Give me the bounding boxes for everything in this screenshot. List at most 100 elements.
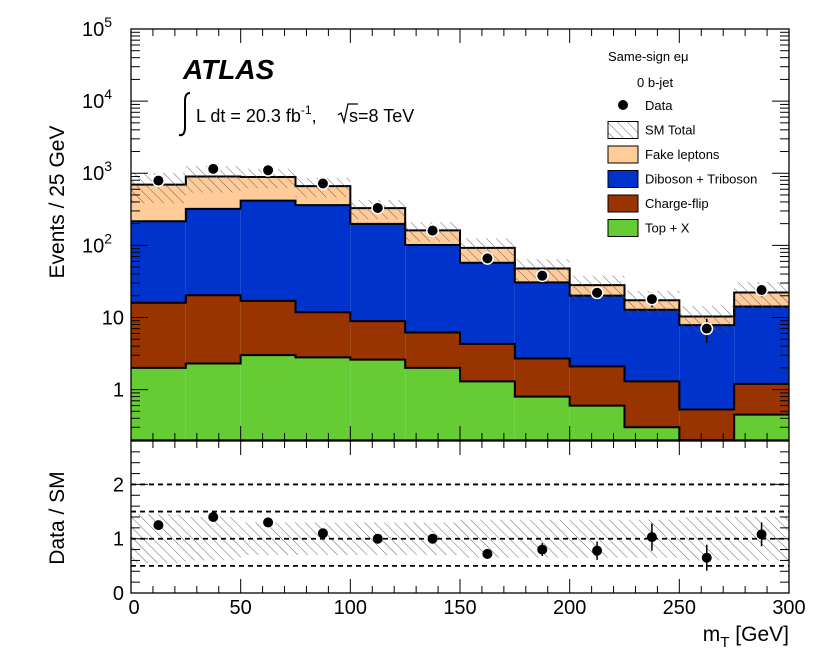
ratio-point xyxy=(482,548,493,559)
data-point xyxy=(592,287,603,298)
legend-label: SM Total xyxy=(645,123,695,138)
legend-swatch xyxy=(607,194,639,213)
data-point xyxy=(756,285,767,296)
data-point xyxy=(701,323,712,334)
bar-diboson-triboson xyxy=(350,223,406,322)
data-points xyxy=(151,162,769,344)
lumi-exponent: -1 xyxy=(301,103,312,117)
ratio-y-tick-label: 2 xyxy=(113,474,124,496)
bar-top-x xyxy=(185,363,241,440)
legend-entry-fake-leptons: Fake leptons xyxy=(607,145,720,164)
ratio-point xyxy=(208,512,219,522)
bar-diboson-triboson xyxy=(240,200,296,301)
legend-entry-top-x: Top + X xyxy=(607,219,690,237)
ratio-point xyxy=(756,529,767,540)
bar-charge-flip xyxy=(405,332,460,368)
ratio-y-tick-label: 0 xyxy=(113,583,124,605)
y-tick-label: 105 xyxy=(82,14,112,41)
legend-label: Fake leptons xyxy=(645,147,720,162)
x-tick-label: 50 xyxy=(230,597,252,619)
legend-label: Diboson + Triboson xyxy=(645,172,757,187)
legend-entry-sm-total: SM Total xyxy=(607,121,695,139)
ratio-point xyxy=(537,544,548,555)
data-point xyxy=(153,175,164,186)
bar-top-x xyxy=(350,359,406,440)
integral-sign xyxy=(178,92,191,137)
bar-charge-flip xyxy=(185,295,241,364)
bar-top-x xyxy=(624,427,680,440)
y-tick-label: 10 xyxy=(102,307,124,329)
luminosity-label: L dt = 20.3 fb-1, s=8 TeV xyxy=(178,92,414,137)
bar-charge-flip xyxy=(624,381,680,428)
data-point xyxy=(372,202,383,213)
bar-diboson-triboson xyxy=(460,262,515,344)
x-tick-label: 150 xyxy=(443,597,476,619)
legend-marker xyxy=(618,100,628,110)
bar-diboson-triboson xyxy=(734,306,789,384)
bar-charge-flip xyxy=(679,409,735,440)
data-point xyxy=(317,178,328,189)
bar-top-x xyxy=(514,396,570,440)
series-top-x xyxy=(131,355,789,440)
bar-charge-flip xyxy=(734,383,789,415)
ratio-point xyxy=(592,545,603,556)
ratio-point xyxy=(317,528,328,539)
x-tick-label: 300 xyxy=(772,597,805,619)
bar-diboson-triboson xyxy=(624,309,680,382)
outline-charge-flip xyxy=(131,294,789,411)
legend: Data SM Total Fake leptons Diboson + Tribos… xyxy=(607,98,757,237)
x-tick-label: 0 xyxy=(128,597,139,619)
ratio-axes: 0 1 2 0 50 100 150 200 250 300 xyxy=(113,440,806,619)
bar-top-x xyxy=(734,414,789,440)
legend-label: Top + X xyxy=(645,221,690,236)
data-point xyxy=(537,270,548,281)
sqrt-symbol xyxy=(337,103,358,125)
ratio-point xyxy=(263,517,274,528)
data-point xyxy=(427,225,438,236)
svg-text:L dt = 20.3 fb-1,: L dt = 20.3 fb-1, xyxy=(196,103,317,126)
x-tick-label: 100 xyxy=(334,597,367,619)
data-point xyxy=(482,253,493,264)
ratio-data-points xyxy=(153,512,767,571)
legend-swatch xyxy=(607,170,639,188)
legend-swatch xyxy=(607,219,639,237)
bar-top-x xyxy=(405,367,460,440)
y-tick-label: 104 xyxy=(82,86,112,113)
bar-charge-flip xyxy=(240,300,296,356)
ratio-point xyxy=(646,532,657,543)
legend-entry-charge-flip: Charge-flip xyxy=(607,194,709,213)
bar-top-x xyxy=(460,381,515,440)
main-axes: 1 10 102 103 104 105 xyxy=(82,14,790,441)
data-point xyxy=(208,163,219,174)
legend-label: Data xyxy=(645,98,673,113)
ratio-reference-lines xyxy=(131,483,789,567)
bar-top-x xyxy=(569,405,625,440)
bar-top-x xyxy=(240,355,296,440)
y-tick-label: 1 xyxy=(113,380,124,402)
sqrt-s-label: s=8 TeV xyxy=(349,106,414,126)
bar-charge-flip xyxy=(295,312,351,358)
bar-diboson-triboson xyxy=(569,295,625,367)
bar-charge-flip xyxy=(350,321,406,360)
x-tick-label: 200 xyxy=(553,597,586,619)
legend-swatch xyxy=(607,145,639,164)
y-tick-label: 103 xyxy=(82,158,112,185)
bar-diboson-triboson xyxy=(295,205,351,313)
y-axis-label: Events / 25 GeV xyxy=(46,126,69,279)
bar-diboson-triboson xyxy=(405,244,460,333)
legend-entry-data: Data xyxy=(618,98,673,113)
y-tick-label: 102 xyxy=(82,230,112,257)
ratio-y-tick-label: 1 xyxy=(113,529,124,551)
lumi-text: L dt = 20.3 fb xyxy=(196,106,301,126)
legend-entry-diboson-triboson: Diboson + Triboson xyxy=(607,170,757,188)
ratio-y-axis-label: Data / SM xyxy=(46,471,69,564)
series-diboson-triboson xyxy=(131,200,789,410)
legend-label: Charge-flip xyxy=(645,196,709,211)
legend-swatch xyxy=(607,121,639,139)
uncertainty-bin xyxy=(460,238,515,262)
bar-charge-flip xyxy=(460,343,515,382)
atlas-label: ATLAS xyxy=(182,54,275,85)
ratio-point xyxy=(701,552,712,563)
bar-charge-flip xyxy=(569,366,625,406)
bar-diboson-triboson xyxy=(514,282,570,359)
